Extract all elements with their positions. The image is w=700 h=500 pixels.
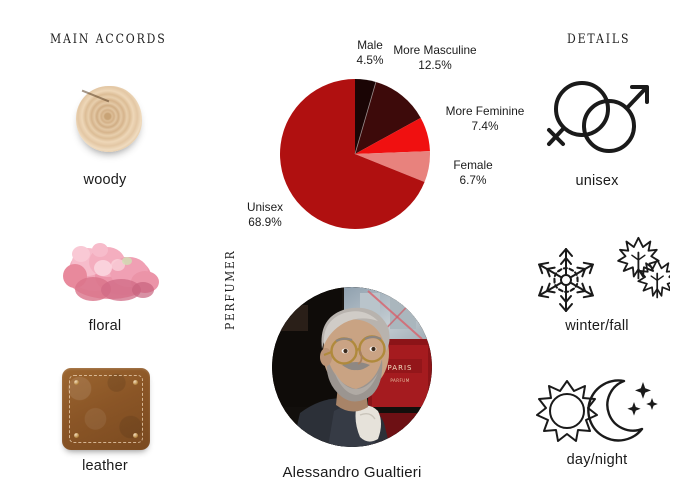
perfumer-name: Alessandro Gualtieri — [282, 464, 422, 481]
pie-label-more-masculine: More Masculine 12.5% — [389, 43, 481, 73]
pie-label-female-name: Female — [453, 158, 493, 172]
pie-label-male-value: 4.5% — [356, 53, 384, 68]
detail-label-day-night: day/night — [566, 452, 628, 468]
pie-label-more-feminine-name: More Feminine — [445, 104, 525, 118]
detail-label-winter-fall: winter/fall — [565, 318, 629, 334]
pie-slice-female — [355, 151, 431, 183]
pie-slice-group — [280, 79, 431, 229]
pie-label-more-feminine: More Feminine 7.4% — [437, 104, 533, 134]
pie-label-unisex: Unisex 68.9% — [235, 200, 295, 230]
detail-label-unisex: unisex — [575, 173, 619, 189]
snowflake-leaves-icon — [528, 228, 677, 319]
pie-label-unisex-value: 68.9% — [248, 215, 282, 230]
accord-label-leather: leather — [82, 458, 128, 474]
moon-icon — [587, 379, 644, 442]
wood-slice-icon — [76, 86, 142, 152]
maple-leaf-icon — [617, 236, 660, 280]
gender-pie-chart — [230, 30, 530, 270]
sun-moon-icon — [536, 378, 662, 449]
pie-label-more-masculine-name: More Masculine — [393, 43, 477, 57]
main-accords-header: MAIN ACCORDS — [50, 32, 167, 47]
star-icon — [635, 382, 651, 399]
perfumer-header: PERFUMER — [222, 249, 237, 330]
pie-slice-unisex — [280, 79, 425, 229]
unisex-symbol-icon — [541, 72, 659, 167]
star-icon — [627, 402, 641, 416]
pie-label-female-value: 6.7% — [459, 173, 487, 188]
leather-patch-icon — [62, 368, 150, 450]
star-icon — [646, 398, 658, 410]
pie-slice-more-masculine — [355, 81, 421, 154]
svg-text:PARFUM: PARFUM — [390, 378, 409, 383]
pie-label-male: Male 4.5% — [348, 38, 392, 68]
pie-label-more-feminine-value: 7.4% — [471, 119, 499, 134]
perfumer-avatar: PARIS PARFUM — [272, 287, 432, 447]
pie-slice-divider — [354, 81, 377, 155]
rivet-icon — [133, 433, 138, 438]
rivet-icon — [74, 433, 79, 438]
carnation-icon — [55, 232, 167, 310]
pie-slice-more-feminine — [355, 117, 430, 154]
rivet-icon — [133, 380, 138, 385]
accord-label-woody: woody — [83, 172, 127, 188]
svg-text:PARIS: PARIS — [388, 364, 413, 372]
accord-label-floral: floral — [88, 318, 122, 334]
pie-label-female: Female 6.7% — [440, 158, 506, 188]
maple-leaf-icon — [637, 258, 677, 299]
pie-label-unisex-name: Unisex — [246, 200, 284, 214]
details-header: DETAILS — [567, 32, 631, 47]
pie-label-male-name: Male — [357, 38, 383, 52]
pie-label-more-masculine-value: 12.5% — [418, 58, 452, 73]
rivet-icon — [74, 380, 79, 385]
